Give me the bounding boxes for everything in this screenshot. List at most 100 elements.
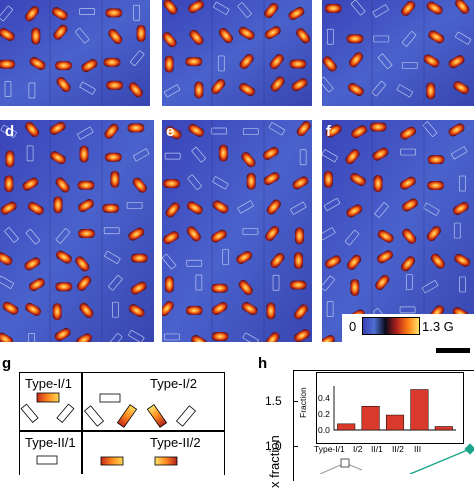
ytick-1-0 [293,446,298,448]
magnet-island-active [194,81,204,99]
magnet-island-active [103,57,121,67]
magnet-island-active [128,227,145,241]
magnet-island-active [291,78,308,92]
magnet-island-active [51,7,68,21]
magnet-island-active [265,225,280,242]
magnet-island-empty [163,333,180,341]
magnet-island-active [218,144,228,162]
magnet-island-empty [133,4,140,21]
panel-label-d: d [5,123,15,140]
magnet-island-active [4,175,14,193]
colorbar-max-label: 1.3 G [422,319,454,334]
magnet-island-empty [132,148,150,162]
magnet-island-active [164,55,174,73]
magnet-island-active [2,301,19,315]
magnet-island-empty [25,228,41,245]
ytick-label-1-0: 1.0 [265,439,282,453]
magnet-empty-glyph [175,405,197,427]
magnet-island-active [238,26,255,40]
magnet-island-empty [28,333,36,342]
magnet-island-empty [187,174,202,191]
magnet-island-active [81,59,98,73]
magnet-island-active [165,126,182,140]
micrograph-panel-d [0,120,154,342]
magnet-island-active [241,302,258,316]
inset-ytick-0-4: 0.4 [318,393,330,403]
magnet-island-active [345,149,360,165]
micrograph-panel-f [322,120,474,342]
series-marker-square [340,458,350,468]
magnet-island-active [127,123,145,133]
magnet-island-empty [217,55,225,72]
magnet-island-active [351,125,368,139]
magnet-island-active [189,29,204,45]
magnet-island-active [5,150,15,168]
magnet-island-empty [212,176,229,190]
magnet-island-empty [129,50,145,67]
magnet-island-active [346,34,364,44]
magnet-island-active [164,275,174,293]
magnet-island-active [105,8,123,18]
magnet-island-empty [373,35,390,43]
magnet-array-image [162,0,312,106]
magnet-island-active [78,199,94,213]
magnet-island-empty [26,145,34,162]
magnet-island-active [0,332,14,342]
magnet-island-empty [453,222,461,239]
magnet-empty-glyph [99,393,121,403]
magnet-empty-glyph [56,403,75,424]
magnet-island-active [212,200,229,214]
legend-magnet-glyphs [20,392,197,466]
magnet-island-active [346,204,363,218]
magnet-island-empty [0,275,14,289]
inset-bar [337,423,356,431]
magnet-island-active [262,146,279,160]
magnet-island-active [377,250,393,264]
magnet-island-empty [104,250,121,264]
magnet-island-active [455,0,470,14]
magnet-array-image [322,120,474,342]
inset-bar [410,389,429,431]
magnet-island-active [350,173,366,187]
magnet-empty-glyph [36,455,58,465]
magnet-island-active [348,52,364,68]
magnet-island-active [427,180,445,190]
magnet-island-active [266,302,276,320]
magnet-island-active [448,123,465,137]
magnet-island-empty [126,201,143,209]
magnet-island-active [0,252,13,266]
magnet-island-active [188,123,205,137]
magnet-active-glyph [154,456,178,466]
magnet-island-active [377,229,394,243]
scale-bar [436,348,470,353]
magnet-island-active [106,80,124,90]
magnet-island-active [294,304,309,320]
magnet-island-active [423,54,440,68]
magnet-island-empty [299,149,307,166]
magnet-island-active [288,7,305,21]
magnet-island-active [132,177,147,193]
substrate-background [0,120,154,342]
magnet-island-empty [322,149,338,163]
magnet-island-active [347,82,364,96]
inset-bar-chart [316,372,464,444]
magnet-island-active [185,305,203,315]
magnet-island-active [269,54,284,70]
panel-label-g: g [2,355,12,372]
inset-xlabel-1: I/2 [353,444,363,454]
magnet-island-active [128,304,145,318]
magnet-island-active [239,53,254,70]
colorbar-min-label: 0 [349,319,357,334]
inset-xlabel-4: III [414,444,422,454]
series-marker-diamond [464,443,474,455]
magnet-island-active [294,227,304,245]
magnet-island-active [211,301,228,315]
magnet-island-empty [422,121,438,137]
magnet-island-active [294,252,304,270]
magnet-island-empty [74,27,90,44]
magnet-island-empty [128,329,145,342]
magnet-array-image [322,0,474,106]
magnet-island-empty [163,84,181,98]
magnet-active-glyph [100,456,124,466]
magnet-island-active [238,280,253,296]
